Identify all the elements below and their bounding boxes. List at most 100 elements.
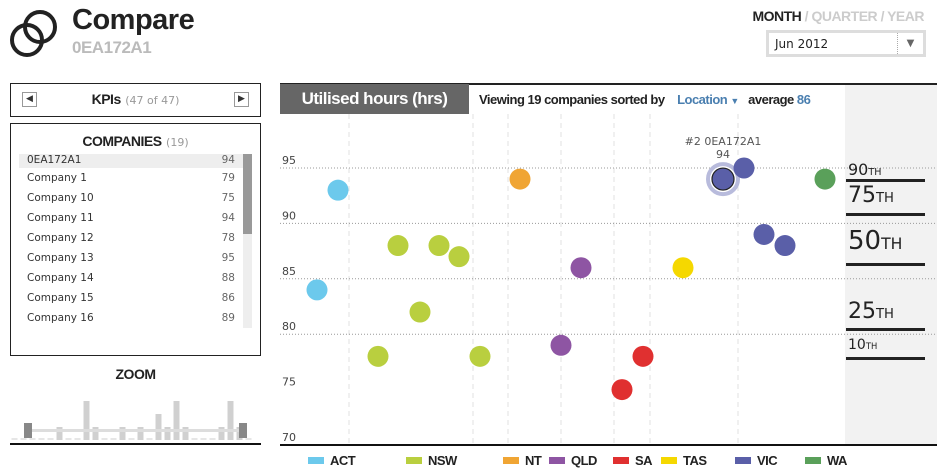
- data-point-qld[interactable]: [550, 334, 572, 356]
- separator: /: [804, 8, 809, 24]
- company-row[interactable]: Company 15 86: [19, 288, 243, 308]
- company-row[interactable]: Company 14 88: [19, 268, 243, 288]
- companies-list: 0EA172A1 94 Company 1 79 Company 10 75 Company…: [19, 154, 243, 328]
- company-row[interactable]: Company 13 95: [19, 248, 243, 268]
- zoom-histogram[interactable]: [10, 380, 261, 446]
- legend-item-qld[interactable]: QLD: [549, 453, 597, 468]
- percentile-line: [846, 357, 925, 360]
- month-select[interactable]: Jun 2012 ▼: [766, 30, 926, 57]
- sort-dropdown[interactable]: Location ▼: [677, 92, 739, 107]
- legend-label: NSW: [428, 453, 457, 468]
- company-value: 86: [221, 292, 235, 304]
- data-point-selected[interactable]: [711, 167, 735, 191]
- legend-label: ACT: [330, 453, 356, 468]
- companies-title: COMPANIES: [82, 133, 162, 149]
- data-point-act[interactable]: [306, 279, 328, 301]
- percentile-10: 10TH: [848, 337, 877, 353]
- zoom-handle-right[interactable]: [239, 423, 247, 438]
- period-quarter[interactable]: QUARTER: [811, 8, 878, 24]
- legend-swatch: [661, 457, 677, 464]
- zoom-handle-left[interactable]: [24, 423, 32, 438]
- percentile-suffix: TH: [868, 167, 882, 178]
- histogram-bar: [155, 414, 162, 440]
- company-name: Company 11: [27, 212, 94, 224]
- data-point-act[interactable]: [327, 179, 349, 201]
- period-year[interactable]: YEAR: [887, 8, 924, 24]
- data-point-tas[interactable]: [672, 257, 694, 279]
- period-switcher: MONTH / QUARTER / YEAR: [752, 8, 924, 24]
- legend-label: VIC: [757, 453, 778, 468]
- data-point-nsw[interactable]: [409, 301, 431, 323]
- data-point-nsw[interactable]: [428, 235, 450, 257]
- company-value: 89: [221, 312, 235, 324]
- legend-item-tas[interactable]: TAS: [661, 453, 707, 468]
- y-tick-label: 85: [282, 265, 296, 278]
- legend-swatch: [406, 457, 422, 464]
- company-row[interactable]: 0EA172A1 94: [19, 154, 243, 168]
- data-point-nsw[interactable]: [367, 345, 389, 367]
- legend-item-sa[interactable]: SA: [613, 453, 653, 468]
- histogram-bar: [56, 427, 63, 440]
- chevron-down-icon[interactable]: ▼: [897, 33, 923, 54]
- percentile-suffix: TH: [876, 191, 894, 206]
- company-name: Company 15: [27, 292, 94, 304]
- y-tick-label: 70: [282, 431, 296, 444]
- data-point-qld[interactable]: [570, 257, 592, 279]
- y-tick-label: 95: [282, 154, 296, 167]
- data-point-vic[interactable]: [733, 157, 755, 179]
- period-month[interactable]: MONTH: [752, 8, 802, 24]
- y-tick-label: 75: [282, 376, 296, 389]
- company-row[interactable]: Company 11 94: [19, 208, 243, 228]
- data-point-nt[interactable]: [509, 168, 531, 190]
- histogram-bar: [227, 401, 234, 440]
- data-point-sa[interactable]: [611, 379, 633, 401]
- data-point-nsw[interactable]: [387, 235, 409, 257]
- company-value: 94: [221, 154, 235, 166]
- company-row[interactable]: Company 1 79: [19, 168, 243, 188]
- percentile-number: 90: [848, 160, 869, 179]
- percentile-number: 10: [848, 337, 866, 353]
- kpi-navigator: ◀ KPIs (47 of 47) ▶: [10, 83, 261, 117]
- histogram-bar: [182, 427, 189, 440]
- x-axis: [280, 444, 937, 446]
- data-point-nsw[interactable]: [469, 345, 491, 367]
- chevron-down-icon: ▼: [730, 96, 739, 106]
- data-point-sa[interactable]: [632, 345, 654, 367]
- scrollbar[interactable]: [243, 154, 252, 328]
- legend-item-nt[interactable]: NT: [503, 453, 542, 468]
- legend-item-wa[interactable]: WA: [805, 453, 847, 468]
- company-name: Company 13: [27, 252, 94, 264]
- highlight-label: #2 0EA172A1: [685, 135, 762, 148]
- percentile-line: [846, 179, 925, 182]
- legend-swatch: [613, 457, 629, 464]
- metric-title: Utilised hours (hrs): [280, 84, 469, 114]
- prev-kpi-button[interactable]: ◀: [22, 92, 37, 107]
- scrollbar-thumb[interactable]: [243, 154, 252, 234]
- legend-swatch: [805, 457, 821, 464]
- company-name: Company 1: [27, 172, 87, 184]
- legend-item-nsw[interactable]: NSW: [406, 453, 457, 468]
- company-value: 88: [221, 272, 235, 284]
- company-row[interactable]: Company 12 78: [19, 228, 243, 248]
- legend-label: NT: [525, 453, 542, 468]
- zoom-track[interactable]: [28, 429, 245, 432]
- legend-swatch: [735, 457, 751, 464]
- percentile-number: 50: [848, 226, 882, 256]
- legend-item-act[interactable]: ACT: [308, 453, 356, 468]
- legend-label: WA: [827, 453, 847, 468]
- percentile-number: 25: [848, 299, 876, 324]
- legend-item-vic[interactable]: VIC: [735, 453, 778, 468]
- company-row[interactable]: Company 10 75: [19, 188, 243, 208]
- histogram-bar: [218, 427, 225, 440]
- data-point-vic[interactable]: [774, 235, 796, 257]
- percentile-50: 50TH: [848, 226, 902, 256]
- data-point-wa[interactable]: [814, 168, 836, 190]
- legend-label: TAS: [683, 453, 707, 468]
- next-kpi-button[interactable]: ▶: [234, 92, 249, 107]
- legend-label: QLD: [571, 453, 597, 468]
- data-point-vic[interactable]: [753, 223, 775, 245]
- data-point-nsw[interactable]: [448, 246, 470, 268]
- zoom-title: ZOOM: [115, 366, 157, 382]
- company-row[interactable]: Company 16 89: [19, 308, 243, 328]
